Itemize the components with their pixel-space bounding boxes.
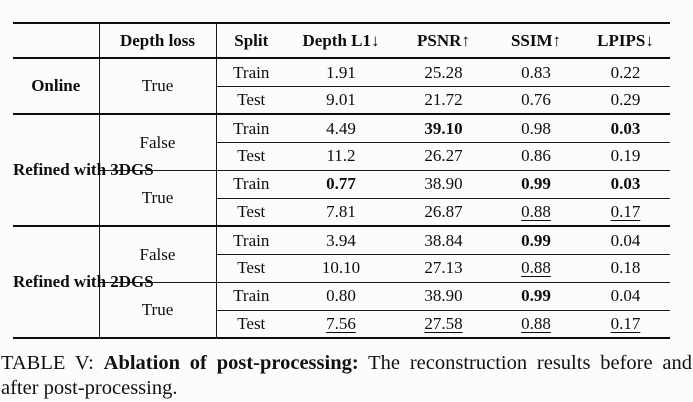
depth-loss-cell: True [99,281,217,338]
ssim-cell: 0.83 [521,62,551,82]
depth-l1-cell: 0.77 [286,169,396,198]
header-psnr: PSNR↑ [396,23,491,59]
table-row: Test 7.81 26.87 0.88 0.17 [13,197,670,226]
psnr-cell: 38.90 [396,169,491,198]
psnr-cell: 27.13 [396,253,491,282]
header-row: Depth loss Split Depth L1↓ PSNR↑ SSIM↑ L… [13,23,670,59]
ssim-cell: 0.76 [491,85,581,114]
depth-l1-cell: 7.81 [286,197,396,226]
ssim-cell: 0.98 [491,113,581,142]
ssim-cell: 0.99 [491,225,581,254]
table-row: Test 9.01 21.72 0.76 0.29 [13,85,670,114]
caption-title: Ablation of post-processing: [103,352,359,374]
psnr-cell: 26.27 [396,141,491,170]
table-row: Refined with 2DGS False Train 3.94 38.84… [13,225,670,338]
ablation-table: Depth loss Split Depth L1↓ PSNR↑ SSIM↑ L… [13,22,670,339]
table-row: True Train 0.77 38.90 0.99 0.03 [13,169,670,226]
psnr-cell: 39.10 [396,113,491,142]
lpips-cell: 0.03 [581,169,670,198]
table-row: Online True Train 1.91 25.28 0.83 0.22 [13,58,670,114]
table-caption: TABLE V: Ablation of post-processing: Th… [1,351,692,401]
lpips-cell: 0.19 [581,141,670,170]
psnr-cell: 21.72 [396,85,491,114]
table-row: Refined with 3DGS False Train 4.49 39.10… [13,113,670,226]
psnr-cell: 38.84 [396,225,491,254]
lpips-cell: 0.17 [581,197,670,226]
split-cell: Train [216,113,286,142]
depth-l1-cell: 1.91 [326,62,356,82]
depth-loss-cell: True [99,58,217,114]
ssim-cell: 0.88 [491,309,581,338]
lpips-cell: 0.17 [581,309,670,338]
depth-l1-cell: 7.56 [286,309,396,338]
header-depth-l1: Depth L1↓ [286,23,396,59]
split-cell: Test [216,141,286,170]
ssim-cell: 0.86 [491,141,581,170]
depth-loss-cell: True [99,169,217,226]
header-empty-cell [13,23,100,59]
psnr-cell: 25.28 [424,62,463,82]
depth-l1-cell: 10.10 [286,253,396,282]
caption-text: The reconstruction results before and af… [1,352,693,399]
header-ssim: SSIM↑ [491,23,581,59]
depth-loss-cell: False [99,113,217,170]
lpips-cell: 0.18 [581,253,670,282]
split-cell: Train [216,225,286,254]
split-cell: Train [216,281,286,310]
table-row: Test 7.56 27.58 0.88 0.17 [13,309,670,338]
ssim-cell: 0.99 [491,169,581,198]
depth-l1-cell: 11.2 [286,141,396,170]
depth-l1-cell: 0.80 [286,281,396,310]
lpips-cell: 0.22 [610,62,641,82]
ssim-cell: 0.88 [491,253,581,282]
group-label-3dgs: Refined with 3DGS [13,113,154,226]
split-cell: Test [216,85,286,114]
table-row: Test 11.2 26.27 0.86 0.19 [13,141,670,170]
split-cell: Train [233,62,270,82]
group-label-2dgs: Refined with 2DGS [13,225,154,338]
caption-label: TABLE V: [1,352,104,374]
lpips-cell: 0.03 [581,113,670,142]
depth-loss-cell: False [99,225,217,282]
split-cell: Test [216,309,286,338]
split-cell: Test [216,253,286,282]
header-split: Split [216,23,286,59]
group-label-online: Online [13,58,100,114]
split-cell: Test [216,197,286,226]
depth-l1-cell: 4.49 [286,113,396,142]
psnr-cell: 26.87 [396,197,491,226]
table-row: Test 10.10 27.13 0.88 0.18 [13,253,670,282]
header-depth-loss: Depth loss [99,23,217,59]
psnr-cell: 27.58 [396,309,491,338]
lpips-cell: 0.04 [581,225,670,254]
table-row: True Train 0.80 38.90 0.99 0.04 [13,281,670,338]
lpips-cell: 0.29 [581,85,670,114]
split-cell: Train [216,169,286,198]
depth-l1-cell: 3.94 [286,225,396,254]
ssim-cell: 0.99 [491,281,581,310]
psnr-cell: 38.90 [396,281,491,310]
lpips-cell: 0.04 [581,281,670,310]
header-lpips: LPIPS↓ [581,23,670,59]
depth-l1-cell: 9.01 [286,85,396,114]
ssim-cell: 0.88 [491,197,581,226]
